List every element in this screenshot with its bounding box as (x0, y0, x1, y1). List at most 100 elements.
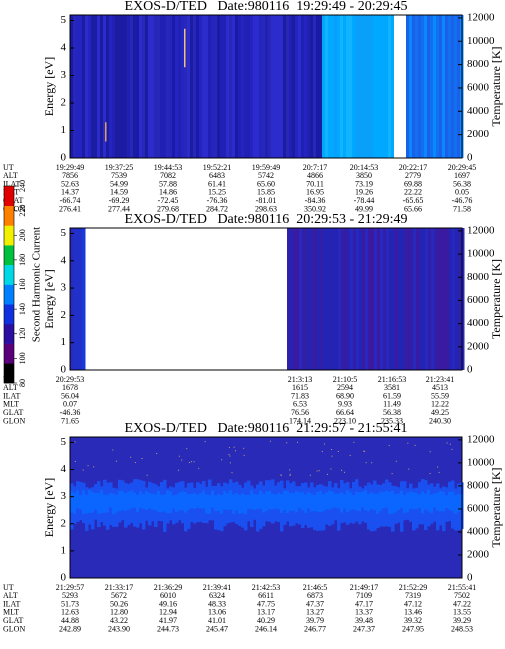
table-cell: 6483 (209, 171, 225, 180)
spectrogram-cell (293, 228, 297, 370)
table-cell: 61.41 (208, 179, 226, 188)
spectrogram-cell (317, 228, 321, 370)
table-row-label: ILAT (3, 179, 20, 188)
spectrogram-core (331, 491, 335, 509)
spectrogram-core (283, 490, 287, 511)
y-tick-label: 3 (61, 69, 67, 81)
table-cell: -76.36 (207, 196, 228, 205)
spectrogram-dot (407, 442, 409, 444)
spectrogram-cell (223, 15, 227, 158)
spectrogram-dot (349, 454, 351, 456)
y2-tick-label: 6000 (467, 294, 490, 306)
chart-title: EXOS-D/TED Date:980116 20:29:53 - 21:29:… (125, 212, 408, 227)
plot-frame (69, 14, 463, 159)
spectrogram-core (247, 495, 251, 510)
spectrogram-dot (437, 466, 439, 468)
spectrogram-core (301, 492, 305, 511)
spectrogram-cell (389, 228, 393, 370)
spectrogram-cell (145, 15, 149, 158)
spectrogram-cell (461, 228, 465, 370)
spectrogram-cell (350, 228, 354, 370)
spectrogram-core (268, 490, 272, 510)
table-cell: 14.86 (159, 188, 177, 197)
table-cell: 7539 (111, 171, 127, 180)
spectrogram-cell (338, 228, 342, 370)
spectrogram-core (322, 494, 326, 512)
spectrogram-cell (298, 15, 302, 158)
spectrogram-dot (451, 448, 453, 450)
spectrogram-cell (346, 15, 350, 158)
spectrogram-core (223, 490, 227, 510)
spectrogram-core (148, 492, 152, 509)
spectrogram-core (229, 490, 233, 510)
y-tick-label: 5 (61, 436, 67, 448)
spectrogram-cell (359, 228, 363, 370)
spectrogram-core (313, 495, 317, 512)
spectrogram-core (217, 493, 221, 512)
spectrogram-cell (196, 15, 200, 158)
table-cell: 3850 (356, 171, 372, 180)
spectrogram-dot (235, 450, 237, 452)
spectrogram-core (88, 490, 92, 513)
spectrogram-core (277, 492, 281, 509)
spectrogram-cell (415, 15, 419, 158)
y2-tick-label: 12000 (467, 224, 495, 236)
spectrogram-core (70, 491, 74, 513)
table-cell: 47.17 (355, 599, 373, 608)
table-cell: 7109 (356, 591, 372, 600)
y-tick-label: 0 (61, 572, 67, 584)
table-cell: 247.95 (402, 624, 424, 633)
spectrogram-core (379, 491, 383, 511)
spectrogram-core (310, 493, 314, 512)
spectrogram-cell (214, 15, 218, 158)
y-tick-label: 2 (61, 309, 67, 321)
table-cell: 54.99 (110, 179, 128, 188)
spectrogram-cell (400, 15, 404, 158)
spectrogram-core (205, 494, 209, 514)
spectrogram-cell (175, 15, 179, 158)
spectrogram-core (424, 493, 428, 510)
spectrogram-cell (166, 15, 170, 158)
spectrogram-dot (228, 454, 230, 456)
spectrogram-cell (334, 15, 338, 158)
table-cell: 55.59 (431, 391, 449, 400)
table-cell: 7856 (62, 171, 78, 180)
spectrogram-cell (193, 15, 197, 158)
spectrogram-core (172, 495, 176, 509)
table-cell: 21:33:17 (105, 583, 133, 592)
spectrogram-cell (256, 15, 260, 158)
y-tick-label: 1 (61, 544, 67, 556)
spectrogram-cell (356, 228, 360, 370)
spectrogram-core (163, 494, 167, 512)
y2-tick-label: 8000 (467, 271, 490, 283)
spectrogram-cell (458, 228, 462, 370)
spectrogram-cell (313, 15, 317, 158)
spectrogram-core (133, 492, 137, 508)
colorbar-tick-label: 180 (18, 254, 27, 266)
spectrogram-core (340, 492, 344, 513)
spectrogram-cell (184, 15, 188, 158)
table-cell: 5293 (62, 591, 78, 600)
spectrogram-cell (421, 15, 425, 158)
spectrogram-cell (377, 228, 381, 370)
spectrogram-core (355, 491, 359, 511)
spectrogram-core (145, 490, 149, 510)
y-tick-label: 5 (61, 14, 67, 26)
spectrogram-core (295, 491, 299, 513)
table-row-label: MLT (3, 608, 19, 617)
spectrogram-cell (100, 15, 104, 158)
table-cell: 49.25 (431, 408, 449, 417)
spectrogram-dot (330, 468, 332, 470)
spectrogram-cell (82, 228, 86, 370)
spectrogram-cell (133, 15, 137, 158)
spectrogram-core (76, 490, 80, 509)
table-cell: 244.73 (157, 624, 179, 633)
spectrogram-dot (318, 470, 320, 472)
spectrogram-cell (292, 15, 296, 158)
table-cell: 235.33 (381, 416, 403, 425)
spectrogram-cell (445, 15, 449, 158)
spectrogram-cell (163, 15, 167, 158)
table-cell: 243.90 (108, 624, 130, 633)
table-cell: 5672 (111, 591, 127, 600)
